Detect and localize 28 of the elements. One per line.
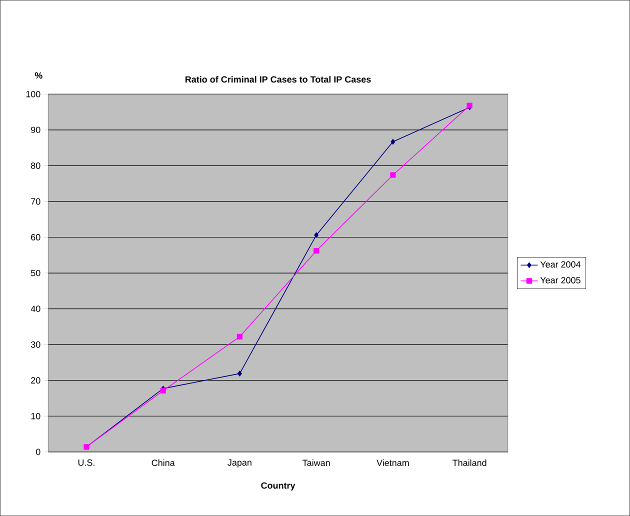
point	[390, 138, 396, 144]
chart-title: Ratio of Criminal IP Cases to Total IP Cases	[185, 76, 371, 83]
point	[390, 172, 396, 178]
legend-label: Year 2005	[540, 276, 580, 284]
x-tick-label: Japan	[228, 459, 252, 468]
y-tick-label: 0	[36, 448, 40, 456]
y-tick-label: 50	[31, 270, 40, 276]
y-tick-label: 60	[31, 234, 40, 240]
x-tick-label: Vietnam	[376, 459, 409, 466]
x-tick-label: China	[152, 459, 175, 466]
point	[314, 232, 319, 238]
y-tick-label: 80	[31, 162, 40, 169]
y-axis-title: %	[34, 72, 42, 79]
legend-label: Year 2004	[540, 261, 581, 268]
point	[236, 334, 243, 340]
x-tick-label: U.S.	[78, 459, 94, 466]
point	[314, 248, 320, 254]
y-tick-label: 40	[30, 306, 40, 312]
y-tick-label: 70	[31, 198, 40, 205]
y-tick-label: 20	[31, 377, 40, 384]
x-axis-title: Country	[261, 482, 296, 490]
point	[238, 370, 242, 376]
y-tick-label: 90	[31, 126, 40, 134]
x-tick-label: Thailand	[452, 459, 486, 466]
x-tick-label: Taiwan	[302, 459, 330, 466]
y-tick-label: 30	[30, 341, 40, 348]
y-tick-label: 100	[26, 90, 40, 98]
y-tick-label: 10	[31, 412, 40, 420]
